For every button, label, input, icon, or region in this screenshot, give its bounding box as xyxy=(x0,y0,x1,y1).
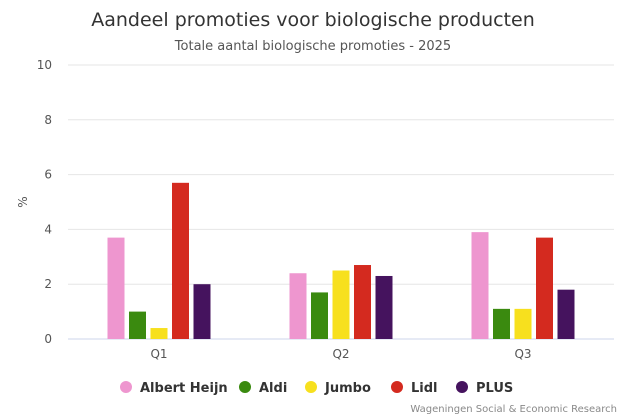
legend-marker xyxy=(391,381,403,393)
y-tick-label: 6 xyxy=(44,168,52,182)
bar-albert-heijn-q2[interactable] xyxy=(289,273,307,339)
legend-item-lidl[interactable]: Lidl xyxy=(391,381,438,396)
y-tick-label: 8 xyxy=(44,113,52,127)
x-tick-label: Q2 xyxy=(332,347,349,361)
legend-marker xyxy=(120,381,132,393)
x-tick-label: Q1 xyxy=(150,347,167,361)
x-tick-label: Q3 xyxy=(514,347,531,361)
legend-marker xyxy=(305,381,317,393)
legend-item-plus[interactable]: PLUS xyxy=(456,381,513,396)
bar-plus-q1[interactable] xyxy=(193,284,211,339)
legend-label: Aldi xyxy=(259,381,287,396)
chart-subtitle: Totale aantal biologische promoties - 20… xyxy=(174,39,451,54)
bar-albert-heijn-q1[interactable] xyxy=(107,237,125,339)
legend-item-aldi[interactable]: Aldi xyxy=(239,381,287,396)
y-tick-label: 0 xyxy=(44,332,52,346)
bar-plus-q3[interactable] xyxy=(557,289,575,339)
chart-title: Aandeel promoties voor biologische produ… xyxy=(91,9,535,31)
legend-item-jumbo[interactable]: Jumbo xyxy=(305,381,371,396)
legend-item-albert-heijn[interactable]: Albert Heijn xyxy=(120,381,228,396)
bar-lidl-q1[interactable] xyxy=(172,182,189,339)
y-tick-label: 4 xyxy=(44,222,52,236)
bar-jumbo-q3[interactable] xyxy=(514,308,532,339)
bar-jumbo-q1[interactable] xyxy=(150,328,168,339)
legend-label: Albert Heijn xyxy=(140,381,228,396)
legend-label: Lidl xyxy=(411,381,438,396)
legend-marker xyxy=(456,381,468,393)
bar-aldi-q1[interactable] xyxy=(129,311,146,339)
bar-plus-q2[interactable] xyxy=(375,275,393,339)
legend-label: Jumbo xyxy=(324,381,371,396)
bar-lidl-q3[interactable] xyxy=(536,237,553,339)
y-tick-label: 2 xyxy=(44,277,52,291)
bar-lidl-q2[interactable] xyxy=(354,265,371,339)
bar-albert-heijn-q3[interactable] xyxy=(471,232,489,339)
credits[interactable]: Wageningen Social & Economic Research xyxy=(410,404,617,415)
bar-jumbo-q2[interactable] xyxy=(332,270,350,340)
y-axis-label: % xyxy=(16,196,30,207)
legend-label: PLUS xyxy=(476,381,513,396)
bar-aldi-q2[interactable] xyxy=(311,292,328,339)
y-tick-label: 10 xyxy=(37,58,52,72)
legend-marker xyxy=(239,381,251,393)
bar-aldi-q3[interactable] xyxy=(493,308,510,339)
